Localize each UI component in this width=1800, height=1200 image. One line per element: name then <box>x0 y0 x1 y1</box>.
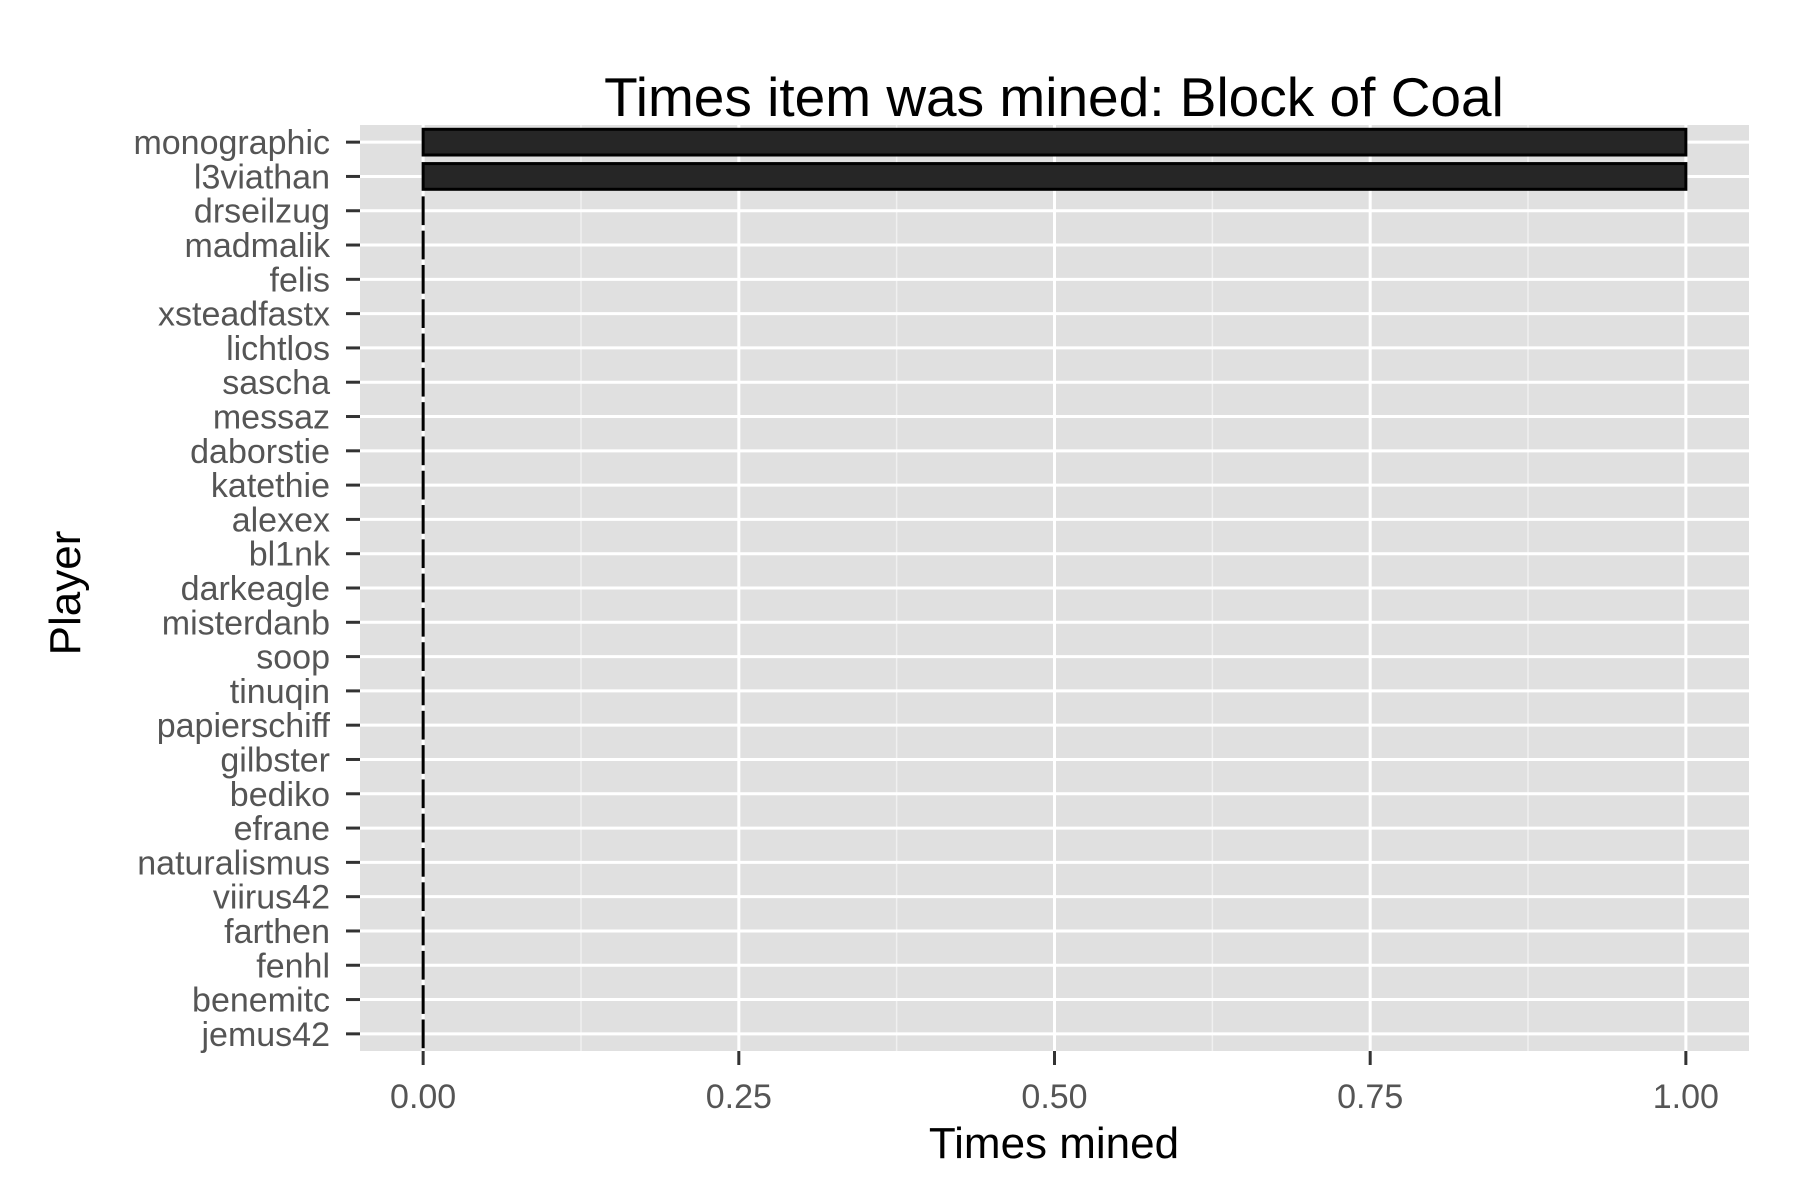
y-tick-label: katethie <box>211 467 330 505</box>
bar-l3viathan <box>421 162 1688 191</box>
y-tick-label: tinuqin <box>230 673 330 711</box>
y-tick-label: l3viathan <box>194 158 330 196</box>
y-tick-label: misterdanb <box>162 604 330 642</box>
y-tick-label: darkeagle <box>181 570 330 608</box>
y-tick-label: bl1nk <box>249 536 331 574</box>
y-tick-label: alexex <box>232 501 330 539</box>
y-tick-label: papierschiff <box>157 707 331 745</box>
y-tick-label: farthen <box>224 913 330 951</box>
x-tick-label: 0.75 <box>1337 1078 1403 1116</box>
x-tick-label: 0.25 <box>706 1078 772 1116</box>
y-tick-label: naturalismus <box>137 844 330 882</box>
y-tick-label: soop <box>256 639 330 677</box>
chart-title: Times item was mined: Block of Coal <box>604 66 1504 128</box>
y-tick-label: bediko <box>230 776 330 814</box>
x-tick-label: 0.50 <box>1021 1078 1087 1116</box>
y-tick-label: efrane <box>234 810 330 848</box>
y-tick-label: messaz <box>213 399 330 437</box>
y-tick-label: jemus42 <box>200 1016 330 1054</box>
axis-ticks: monographicl3viathandrseilzugmadmalikfel… <box>133 124 1719 1116</box>
y-tick-label: monographic <box>133 124 330 162</box>
y-tick-label: lichtlos <box>226 330 330 368</box>
y-tick-label: gilbster <box>220 741 330 779</box>
bars <box>421 127 1688 1049</box>
y-tick-label: benemitc <box>192 982 330 1020</box>
x-axis-title: Times mined <box>929 1119 1179 1168</box>
y-tick-label: daborstie <box>190 433 330 471</box>
y-tick-label: xsteadfastx <box>158 296 330 334</box>
bar-monographic <box>421 127 1688 157</box>
y-axis-title: Player <box>41 531 90 656</box>
y-tick-label: felis <box>270 261 330 299</box>
x-tick-label: 1.00 <box>1653 1078 1719 1116</box>
y-tick-label: drseilzug <box>194 193 330 231</box>
y-tick-label: sascha <box>222 364 330 402</box>
y-tick-label: fenhl <box>256 947 330 985</box>
y-tick-label: madmalik <box>185 227 331 265</box>
x-tick-label: 0.00 <box>390 1078 456 1116</box>
y-tick-label: viirus42 <box>213 879 330 917</box>
